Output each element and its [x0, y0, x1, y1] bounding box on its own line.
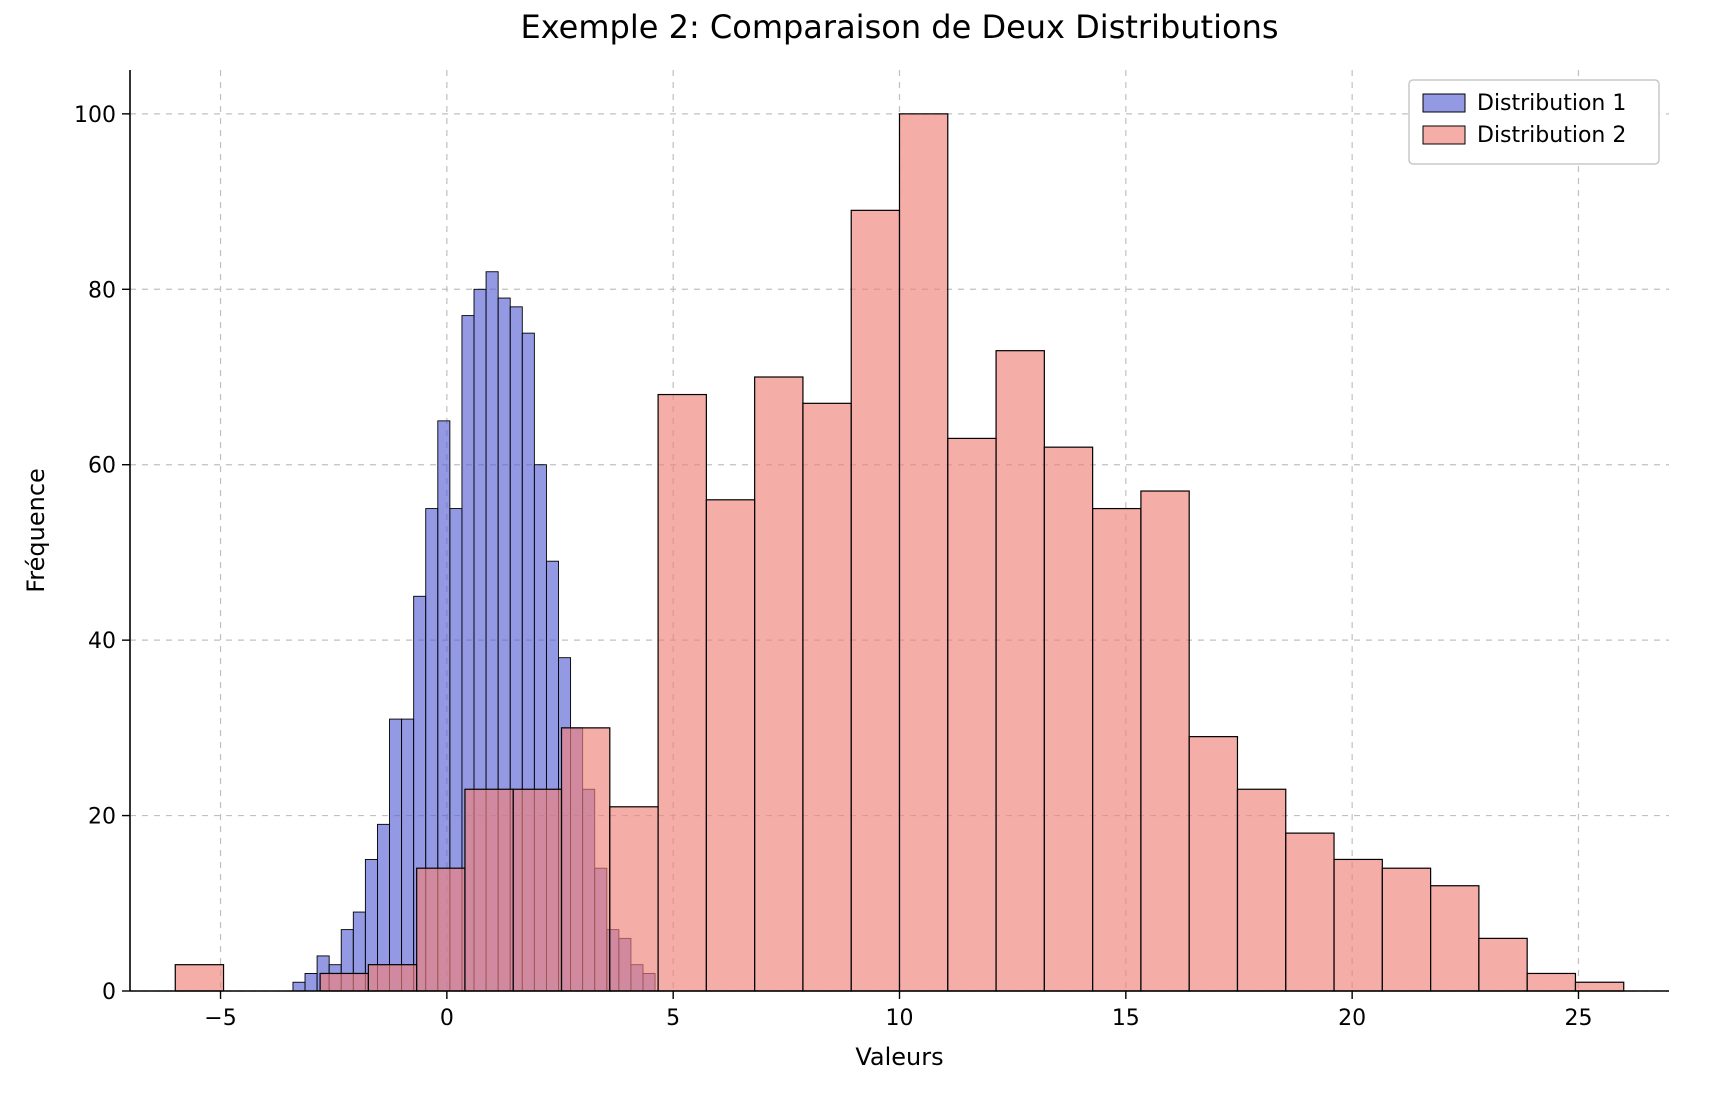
legend-label: Distribution 2: [1477, 123, 1626, 148]
bar: [658, 395, 706, 991]
y-tick-label: 40: [88, 629, 116, 654]
bar: [1286, 833, 1334, 991]
bar: [1431, 886, 1479, 991]
bar: [610, 807, 658, 991]
x-tick-label: −5: [204, 1006, 236, 1031]
x-tick-label: 15: [1112, 1006, 1140, 1031]
bar: [402, 719, 414, 991]
legend: Distribution 1 Distribution 2: [1409, 80, 1659, 164]
bar: [417, 868, 465, 991]
y-tick-label: 0: [102, 980, 116, 1005]
bar: [1141, 491, 1189, 991]
legend-swatch: [1423, 126, 1465, 144]
x-tick-label: 10: [886, 1006, 914, 1031]
x-tick-label: 20: [1338, 1006, 1366, 1031]
bar: [1334, 859, 1382, 991]
bar: [900, 114, 948, 991]
x-tick-label: 25: [1564, 1006, 1592, 1031]
y-tick-label: 100: [74, 103, 116, 128]
bar: [1575, 982, 1623, 991]
x-axis-label: Valeurs: [855, 1043, 943, 1071]
bar: [465, 789, 513, 991]
y-tick-label: 60: [88, 454, 116, 479]
bar: [803, 403, 851, 991]
legend-label: Distribution 1: [1477, 91, 1626, 116]
chart-svg: −5 0 5 10 15 20 25 0 20 40 60 80 100 Valeurs Fréquence…: [0, 0, 1709, 1101]
bar: [1189, 737, 1237, 991]
x-tick-label: 5: [666, 1006, 680, 1031]
x-tick-label: 0: [440, 1006, 454, 1031]
bar: [305, 973, 317, 991]
legend-swatch: [1423, 94, 1465, 112]
bar: [996, 351, 1044, 991]
histogram-chart: −5 0 5 10 15 20 25 0 20 40 60 80 100 Valeurs Fréquence…: [0, 0, 1709, 1101]
bar: [175, 965, 223, 991]
bar: [1382, 868, 1430, 991]
bar: [562, 728, 610, 991]
bar: [1527, 973, 1575, 991]
bar: [293, 982, 305, 991]
chart-title: Exemple 2: Comparaison de Deux Distribut…: [520, 8, 1278, 46]
bar: [706, 500, 754, 991]
bar: [513, 789, 561, 991]
bar: [755, 377, 803, 991]
bar: [851, 210, 899, 991]
y-tick-label: 20: [88, 805, 116, 830]
y-tick-label: 80: [88, 278, 116, 303]
bar: [1044, 447, 1092, 991]
bar: [390, 719, 402, 991]
bar: [1479, 938, 1527, 991]
y-axis-label: Fréquence: [22, 468, 50, 593]
bar: [368, 965, 416, 991]
bar: [1237, 789, 1285, 991]
bar: [320, 973, 368, 991]
bar: [1093, 509, 1141, 991]
bar: [948, 438, 996, 991]
